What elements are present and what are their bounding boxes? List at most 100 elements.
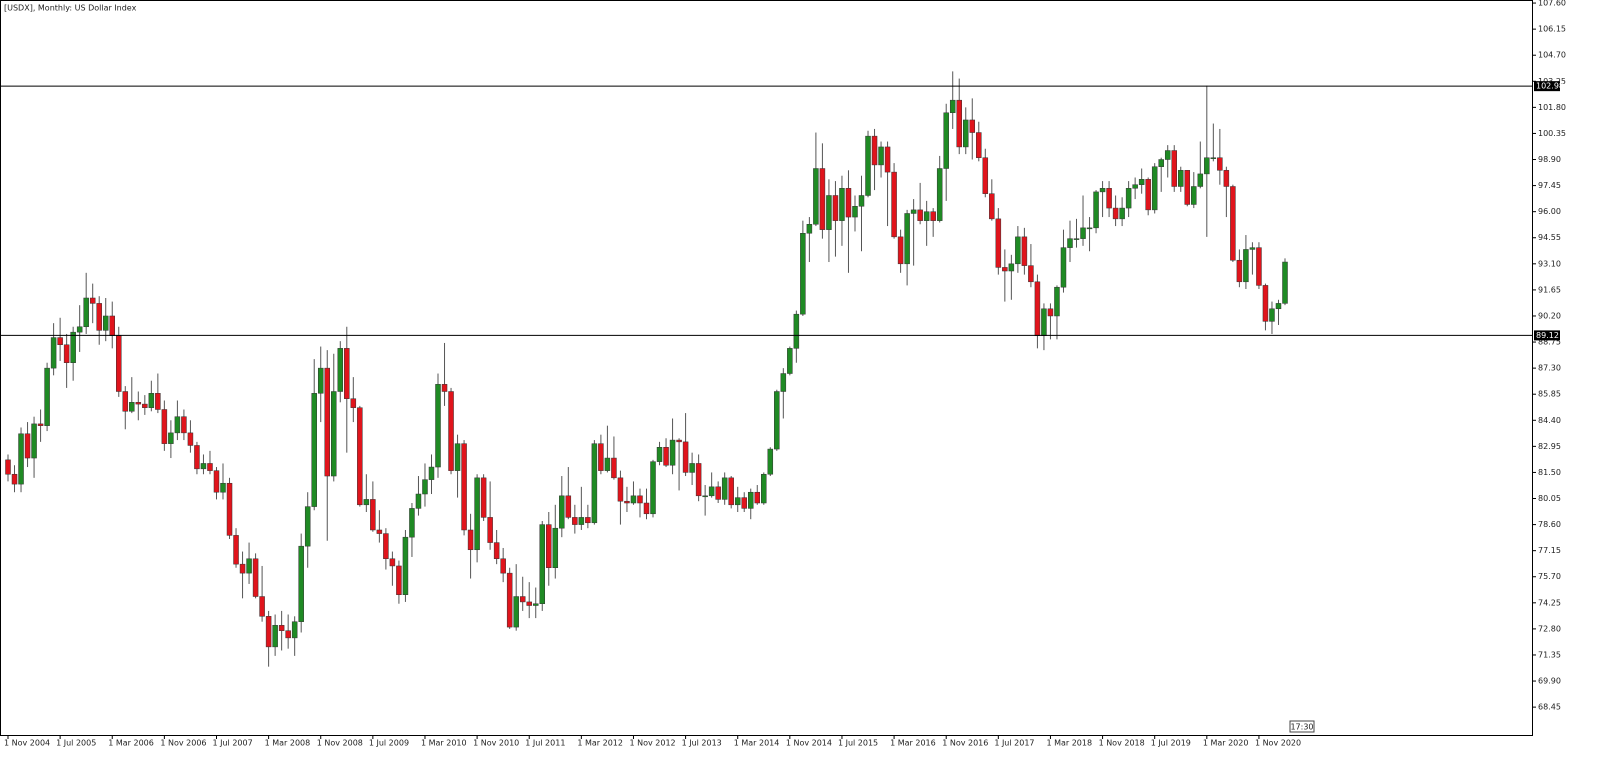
candle-body bbox=[506, 572, 513, 628]
candle-body bbox=[187, 432, 194, 446]
candle-body bbox=[1269, 308, 1275, 322]
x-tick-label: 1 Jul 2005 bbox=[56, 739, 96, 748]
candle-body bbox=[1171, 150, 1177, 187]
candle-body bbox=[1132, 184, 1138, 189]
candle-body bbox=[370, 499, 376, 531]
candle-body bbox=[767, 448, 774, 475]
candle-body bbox=[708, 486, 715, 497]
time-box bbox=[1289, 720, 1315, 733]
candle-body bbox=[1015, 236, 1021, 265]
candle-body bbox=[1256, 247, 1262, 286]
candle-body bbox=[233, 535, 239, 565]
y-tick-label: 77.15 bbox=[1538, 546, 1561, 555]
candle-body bbox=[702, 495, 708, 498]
x-tick-label: 1 Nov 2010 bbox=[473, 739, 519, 748]
candle-body bbox=[246, 558, 252, 574]
candle-body bbox=[995, 218, 1002, 268]
candle-body bbox=[174, 416, 181, 434]
candle-body bbox=[57, 337, 63, 346]
candle-body bbox=[578, 517, 585, 525]
candle-body bbox=[265, 616, 272, 648]
candle-body bbox=[969, 119, 976, 133]
y-tick-label: 106.15 bbox=[1538, 25, 1566, 34]
x-tick-label: 1 Jul 2009 bbox=[369, 739, 409, 748]
candle-body bbox=[155, 393, 161, 410]
y-tick-label: 101.80 bbox=[1538, 103, 1566, 112]
candle-body bbox=[989, 193, 995, 220]
candle-body bbox=[1125, 188, 1132, 209]
candle-body bbox=[1099, 188, 1106, 193]
candle-body bbox=[135, 402, 142, 405]
y-tick-label: 88.75 bbox=[1538, 338, 1561, 347]
time-label: 17:30 bbox=[1290, 723, 1313, 732]
candle-body bbox=[891, 171, 897, 238]
candle-body bbox=[1047, 308, 1054, 317]
candle-body bbox=[161, 409, 168, 444]
candle-body bbox=[598, 443, 604, 471]
candle-body bbox=[976, 132, 982, 158]
candle-body bbox=[1217, 157, 1223, 171]
candle-body bbox=[1073, 238, 1080, 240]
level-label: 102.98 bbox=[1536, 82, 1564, 91]
x-tick-label: 1 Nov 2016 bbox=[942, 739, 988, 748]
candle-body bbox=[715, 486, 721, 500]
candle-body bbox=[839, 188, 845, 221]
candle-body bbox=[546, 524, 552, 569]
candle-body bbox=[1204, 157, 1210, 175]
candle-body bbox=[591, 443, 598, 524]
candle-body bbox=[923, 211, 930, 221]
candle-body bbox=[747, 491, 754, 509]
candle-body bbox=[1028, 265, 1034, 283]
candle-body bbox=[669, 439, 676, 466]
y-tick-label: 85.85 bbox=[1538, 390, 1561, 399]
candle-body bbox=[904, 213, 910, 265]
candle-body bbox=[721, 477, 728, 500]
candle-body bbox=[5, 459, 11, 475]
candle-body bbox=[1080, 227, 1086, 239]
candle-body bbox=[1230, 186, 1236, 261]
candle-body bbox=[500, 558, 506, 574]
candle-body bbox=[656, 447, 663, 462]
candle-body bbox=[272, 625, 278, 648]
candle-body bbox=[858, 195, 865, 207]
x-tick-label: 1 Nov 2020 bbox=[1255, 739, 1301, 748]
y-tick-label: 82.95 bbox=[1538, 442, 1561, 451]
y-tick-label: 87.30 bbox=[1538, 364, 1561, 373]
x-tick-label: 1 Mar 2014 bbox=[734, 739, 780, 748]
y-tick-label: 81.50 bbox=[1538, 468, 1561, 477]
candle-body bbox=[278, 625, 285, 631]
candle-body bbox=[474, 477, 480, 551]
candle-body bbox=[207, 463, 213, 471]
x-tick-label: 1 Nov 2004 bbox=[4, 739, 50, 748]
candle-body bbox=[871, 135, 878, 166]
candle-body bbox=[1210, 157, 1217, 159]
candle-body bbox=[96, 303, 102, 331]
candle-body bbox=[220, 482, 226, 493]
candle-body bbox=[1067, 238, 1073, 248]
candle-body bbox=[376, 529, 383, 534]
y-tick-label: 107.60 bbox=[1538, 0, 1566, 8]
candle-body bbox=[344, 348, 350, 399]
candle-body bbox=[461, 443, 467, 531]
candle-body bbox=[852, 206, 858, 218]
candle-body bbox=[493, 542, 500, 560]
candle-body bbox=[949, 99, 956, 114]
candle-body bbox=[585, 517, 591, 524]
candle-body bbox=[291, 621, 298, 639]
candle-body bbox=[982, 157, 989, 194]
candle-body bbox=[1034, 281, 1041, 337]
candle-body bbox=[70, 331, 76, 363]
candle-body bbox=[142, 403, 148, 408]
candle-body bbox=[695, 463, 702, 497]
candle-body bbox=[148, 393, 155, 408]
candle-body bbox=[448, 391, 454, 471]
candle-body bbox=[630, 495, 637, 504]
candle-body bbox=[787, 348, 793, 374]
candle-body bbox=[226, 482, 233, 536]
candle-body bbox=[402, 536, 409, 595]
candle-body bbox=[917, 209, 923, 221]
candle-body bbox=[1164, 150, 1171, 160]
candle-body bbox=[37, 423, 44, 426]
y-tick-label: 84.40 bbox=[1538, 416, 1561, 425]
y-tick-label: 94.55 bbox=[1538, 233, 1561, 242]
